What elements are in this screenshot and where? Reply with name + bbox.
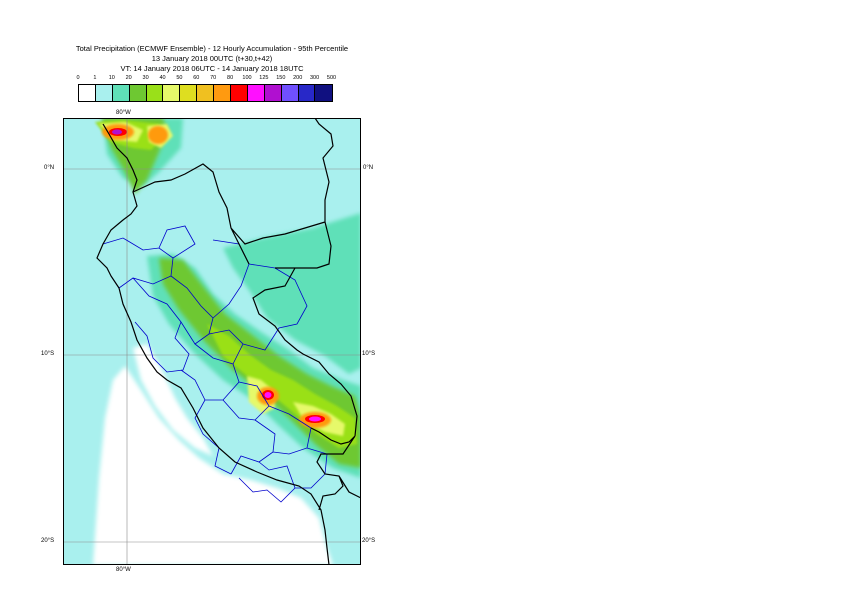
legend-swatch [163,85,181,101]
legend-swatch [281,85,299,101]
precip-zone-medium-east [223,213,361,374]
legend-swatch [146,85,164,101]
title-line-3: VT: 14 January 2018 06UTC - 14 January 2… [120,64,304,73]
legend-swatch [180,85,198,101]
precip-core-orange-d [148,126,168,144]
legend-threshold-label: 30 [142,75,149,81]
dry-area-coast [93,366,333,565]
precipitation-map [63,118,361,565]
lon-label-bottom: 80°W [116,567,131,573]
legend-threshold-label: 50 [176,75,183,81]
legend-swatch [247,85,265,101]
precip-core-purple-c [112,129,122,135]
legend-swatch [112,85,130,101]
title-line-1: Total Precipitation (ECMWF Ensemble) - 1… [75,44,349,53]
legend-threshold-label: 1 [93,75,97,81]
lon-label-top: 80°W [116,110,131,116]
legend-swatch [298,85,316,101]
lat-label-20-left: 20°S [41,538,55,544]
legend-swatch [197,85,215,101]
lat-label-10-left: 10°S [41,351,55,357]
legend-threshold-label: 70 [210,75,217,81]
legend-threshold-label: 60 [193,75,200,81]
legend-threshold-label: 10 [108,75,115,81]
region-borders [102,225,328,503]
legend-swatch [231,85,248,101]
precip-core-magenta-a [264,392,272,398]
title-line-2: 13 January 2018 00UTC (t+30,t+42) [151,54,273,63]
legend-swatch [264,85,282,101]
precip-core-magenta-b [309,416,321,422]
legend-swatch [95,85,113,101]
legend-threshold-label: 200 [293,75,303,81]
legend-threshold-label: 300 [310,75,320,81]
legend-threshold-label: 125 [259,75,269,81]
lat-label-10-right: 10°S [362,351,376,357]
legend-threshold-label: 150 [276,75,286,81]
lat-label-0-right: 0°N [363,165,374,171]
legend-color-bar [78,84,334,102]
lat-label-0-left: 0°N [44,165,55,171]
legend-swatch [214,85,232,101]
legend-threshold-label: 20 [125,75,132,81]
legend-swatch [129,85,147,101]
legend-threshold-label: 0 [76,75,80,81]
dry-area-coast-north [133,344,213,456]
legend-threshold-label: 80 [227,75,234,81]
legend-threshold-label: 100 [242,75,252,81]
country-borders [96,118,361,565]
legend-swatch [315,85,333,101]
legend-swatch [79,85,96,101]
lat-label-20-right: 20°S [362,538,376,544]
map-frame [63,118,361,565]
legend-threshold-label: 500 [326,75,337,81]
legend-threshold-label: 40 [159,75,166,81]
